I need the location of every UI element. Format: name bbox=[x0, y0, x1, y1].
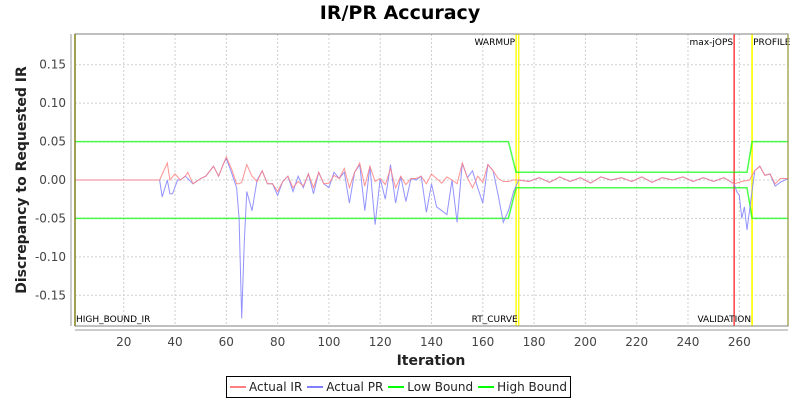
x-tick-label: 200 bbox=[574, 335, 597, 349]
phase-marker-label: WARMUP bbox=[475, 38, 516, 48]
y-tick-label: 0.10 bbox=[39, 96, 66, 110]
x-tick-label: 220 bbox=[625, 335, 648, 349]
series-line bbox=[75, 155, 788, 193]
legend-item-actual-pr[interactable]: Actual PR bbox=[307, 380, 383, 394]
legend-item-high-bound[interactable]: High Bound bbox=[478, 380, 567, 394]
legend-item-low-bound[interactable]: Low Bound bbox=[388, 380, 473, 394]
y-tick-label: 0.05 bbox=[39, 135, 66, 149]
legend-label-high-bound: High Bound bbox=[497, 380, 567, 394]
phase-marker-label: HIGH_BOUND_IR bbox=[76, 315, 150, 325]
grid-lines bbox=[75, 34, 788, 326]
y-axis-label: Discrepancy to Requested IR bbox=[14, 66, 30, 294]
phase-marker-label: VALIDATION bbox=[697, 315, 751, 325]
legend-label-actual-pr: Actual PR bbox=[326, 380, 384, 394]
x-tick-label: 120 bbox=[369, 335, 392, 349]
phase-marker-label: max-jOPS bbox=[690, 38, 734, 48]
legend-label-actual-ir: Actual IR bbox=[249, 380, 303, 394]
x-tick-label: 160 bbox=[471, 335, 494, 349]
phase-marker-label: PROFILE bbox=[753, 38, 791, 48]
legend-swatch-high-bound bbox=[478, 386, 495, 388]
phase-marker-label: RT_CURVE bbox=[472, 315, 518, 325]
x-tick-label: 40 bbox=[167, 335, 182, 349]
x-tick-label: 80 bbox=[270, 335, 285, 349]
x-tick-label: 240 bbox=[677, 335, 700, 349]
series-line bbox=[75, 140, 788, 174]
legend-label-low-bound: Low Bound bbox=[407, 380, 474, 394]
y-tick-label: 0.15 bbox=[39, 58, 66, 72]
chart-legend: Actual IR Actual PR Low Bound High Bound bbox=[226, 376, 571, 398]
x-tick-label: 260 bbox=[728, 335, 751, 349]
x-tick-label: 60 bbox=[219, 335, 234, 349]
x-tick-label: 140 bbox=[420, 335, 443, 349]
legend-item-actual-ir[interactable]: Actual IR bbox=[230, 380, 302, 394]
y-tick-label: -0.05 bbox=[35, 211, 66, 225]
data-series bbox=[75, 140, 789, 319]
legend-swatch-actual-ir bbox=[230, 386, 246, 388]
y-tick-label: -0.15 bbox=[35, 288, 66, 302]
chart-title: IR/PR Accuracy bbox=[319, 2, 481, 24]
y-tick-label: 0.00 bbox=[39, 173, 66, 187]
legend-swatch-actual-pr bbox=[307, 386, 324, 388]
x-axis-label: Iteration bbox=[397, 353, 466, 369]
y-tick-label: -0.10 bbox=[35, 250, 66, 264]
x-tick-label: 20 bbox=[116, 335, 131, 349]
axes: 20 40 60 80 100 120 140 160 180 200 220 240 260 -0.15… bbox=[35, 33, 789, 349]
legend-swatch-low-bound bbox=[388, 386, 405, 388]
series-line bbox=[75, 186, 788, 220]
x-tick-label: 100 bbox=[317, 335, 340, 349]
x-tick-label: 180 bbox=[523, 335, 546, 349]
